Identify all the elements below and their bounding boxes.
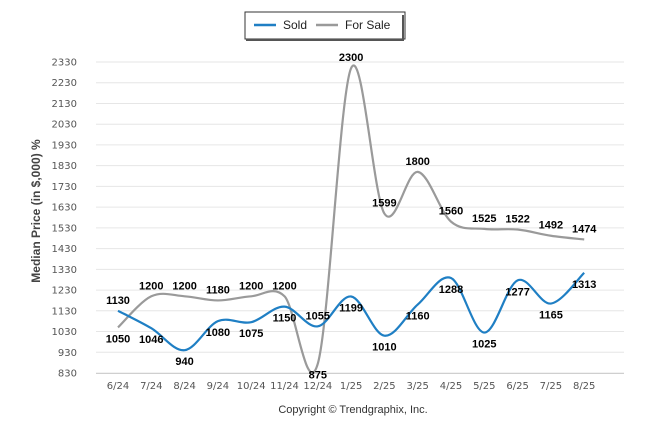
data-label-sold: 1165 xyxy=(539,310,563,322)
y-axis-label: Median Price (in $,000) % xyxy=(29,139,43,283)
x-tick-label: 6/25 xyxy=(506,381,528,392)
x-tick-label: 4/25 xyxy=(440,381,462,392)
x-tick-label: 11/24 xyxy=(270,381,299,392)
legend-item-for-sale[interactable]: For Sale xyxy=(316,18,391,32)
data-label-for-sale: 1180 xyxy=(206,284,230,296)
series-line-sold xyxy=(117,272,585,352)
y-tick-label: 2230 xyxy=(52,78,77,89)
y-tick-label: 1630 xyxy=(52,203,77,214)
x-tick-label: 12/24 xyxy=(303,381,332,392)
legend-item-sold[interactable]: Sold xyxy=(254,18,307,32)
y-tick-label: 2130 xyxy=(52,99,77,110)
data-label-sold: 1075 xyxy=(239,328,263,340)
data-label-for-sale: 1050 xyxy=(106,333,130,345)
series-line-for-sale xyxy=(117,64,585,374)
x-tick-label: 1/25 xyxy=(340,381,362,392)
data-label-sold: 1277 xyxy=(505,286,529,298)
data-label-sold: 940 xyxy=(175,356,193,368)
data-label-for-sale: 1200 xyxy=(172,280,196,292)
x-tick-label: 8/25 xyxy=(573,381,595,392)
data-label-for-sale: 1492 xyxy=(539,220,563,232)
data-label-sold: 1130 xyxy=(106,295,130,307)
data-label-sold: 1025 xyxy=(472,339,496,351)
data-label-sold: 1160 xyxy=(406,311,430,323)
legend-label-sold: Sold xyxy=(283,18,307,32)
x-tick-label: 6/24 xyxy=(107,381,129,392)
data-label-sold: 1199 xyxy=(339,302,363,314)
y-axis-ticks: 830 930 1030 1130 1230 1330 1430 1530 1630 1730 18… xyxy=(52,58,77,380)
y-tick-label: 1530 xyxy=(52,223,77,234)
copyright-text: Copyright © Trendgraphix, Inc. xyxy=(278,404,427,416)
legend[interactable]: Sold For Sale xyxy=(244,11,406,41)
data-label-for-sale: 1200 xyxy=(239,280,263,292)
data-label-sold: 1046 xyxy=(139,334,163,346)
y-tick-label: 2330 xyxy=(52,58,77,69)
data-label-for-sale: 1599 xyxy=(372,198,396,210)
legend-label-for-sale: For Sale xyxy=(345,18,391,32)
y-tick-label: 1330 xyxy=(52,265,77,276)
y-tick-label: 1830 xyxy=(52,161,77,172)
x-tick-label: 9/24 xyxy=(207,381,229,392)
data-label-for-sale: 1560 xyxy=(439,206,463,218)
y-tick-label: 930 xyxy=(58,348,77,359)
data-label-sold: 1080 xyxy=(206,327,230,339)
x-tick-label: 7/24 xyxy=(140,381,162,392)
series-lines xyxy=(117,64,585,374)
y-tick-label: 2030 xyxy=(52,120,77,131)
x-tick-label: 3/25 xyxy=(406,381,428,392)
x-tick-label: 5/25 xyxy=(473,381,495,392)
y-tick-label: 1730 xyxy=(52,182,77,193)
data-label-for-sale: 1522 xyxy=(505,214,529,226)
data-label-for-sale: 1200 xyxy=(139,280,163,292)
data-label-sold: 1055 xyxy=(306,310,330,322)
data-label-for-sale: 1800 xyxy=(405,156,429,168)
data-label-sold: 1313 xyxy=(572,279,596,291)
data-label-for-sale: 1200 xyxy=(272,280,296,292)
x-tick-label: 2/25 xyxy=(373,381,395,392)
data-label-sold: 1288 xyxy=(439,284,463,296)
x-tick-label: 7/25 xyxy=(540,381,562,392)
y-tick-label: 1930 xyxy=(52,140,77,151)
y-tick-label: 830 xyxy=(58,369,77,380)
x-tick-label: 10/24 xyxy=(237,381,266,392)
y-tick-label: 1430 xyxy=(52,244,77,255)
data-labels: 1130 1046 940 1080 1075 1150 1055 1199 1010 1160 1… xyxy=(106,52,598,381)
x-axis-ticks: 6/24 7/24 8/24 9/24 10/24 11/24 12/24 1/25 2/25 3… xyxy=(107,381,596,392)
data-label-for-sale: 1474 xyxy=(572,223,597,235)
y-tick-label: 1230 xyxy=(52,286,77,297)
data-label-sold: 1010 xyxy=(372,342,396,354)
data-label-sold: 1150 xyxy=(273,313,297,325)
data-label-for-sale: 1525 xyxy=(472,213,496,225)
x-tick-label: 8/24 xyxy=(173,381,195,392)
data-label-for-sale: 2300 xyxy=(339,52,363,64)
y-tick-label: 1030 xyxy=(52,327,77,338)
data-label-for-sale: 875 xyxy=(309,370,327,382)
y-tick-label: 1130 xyxy=(52,306,77,317)
grid xyxy=(96,61,624,374)
